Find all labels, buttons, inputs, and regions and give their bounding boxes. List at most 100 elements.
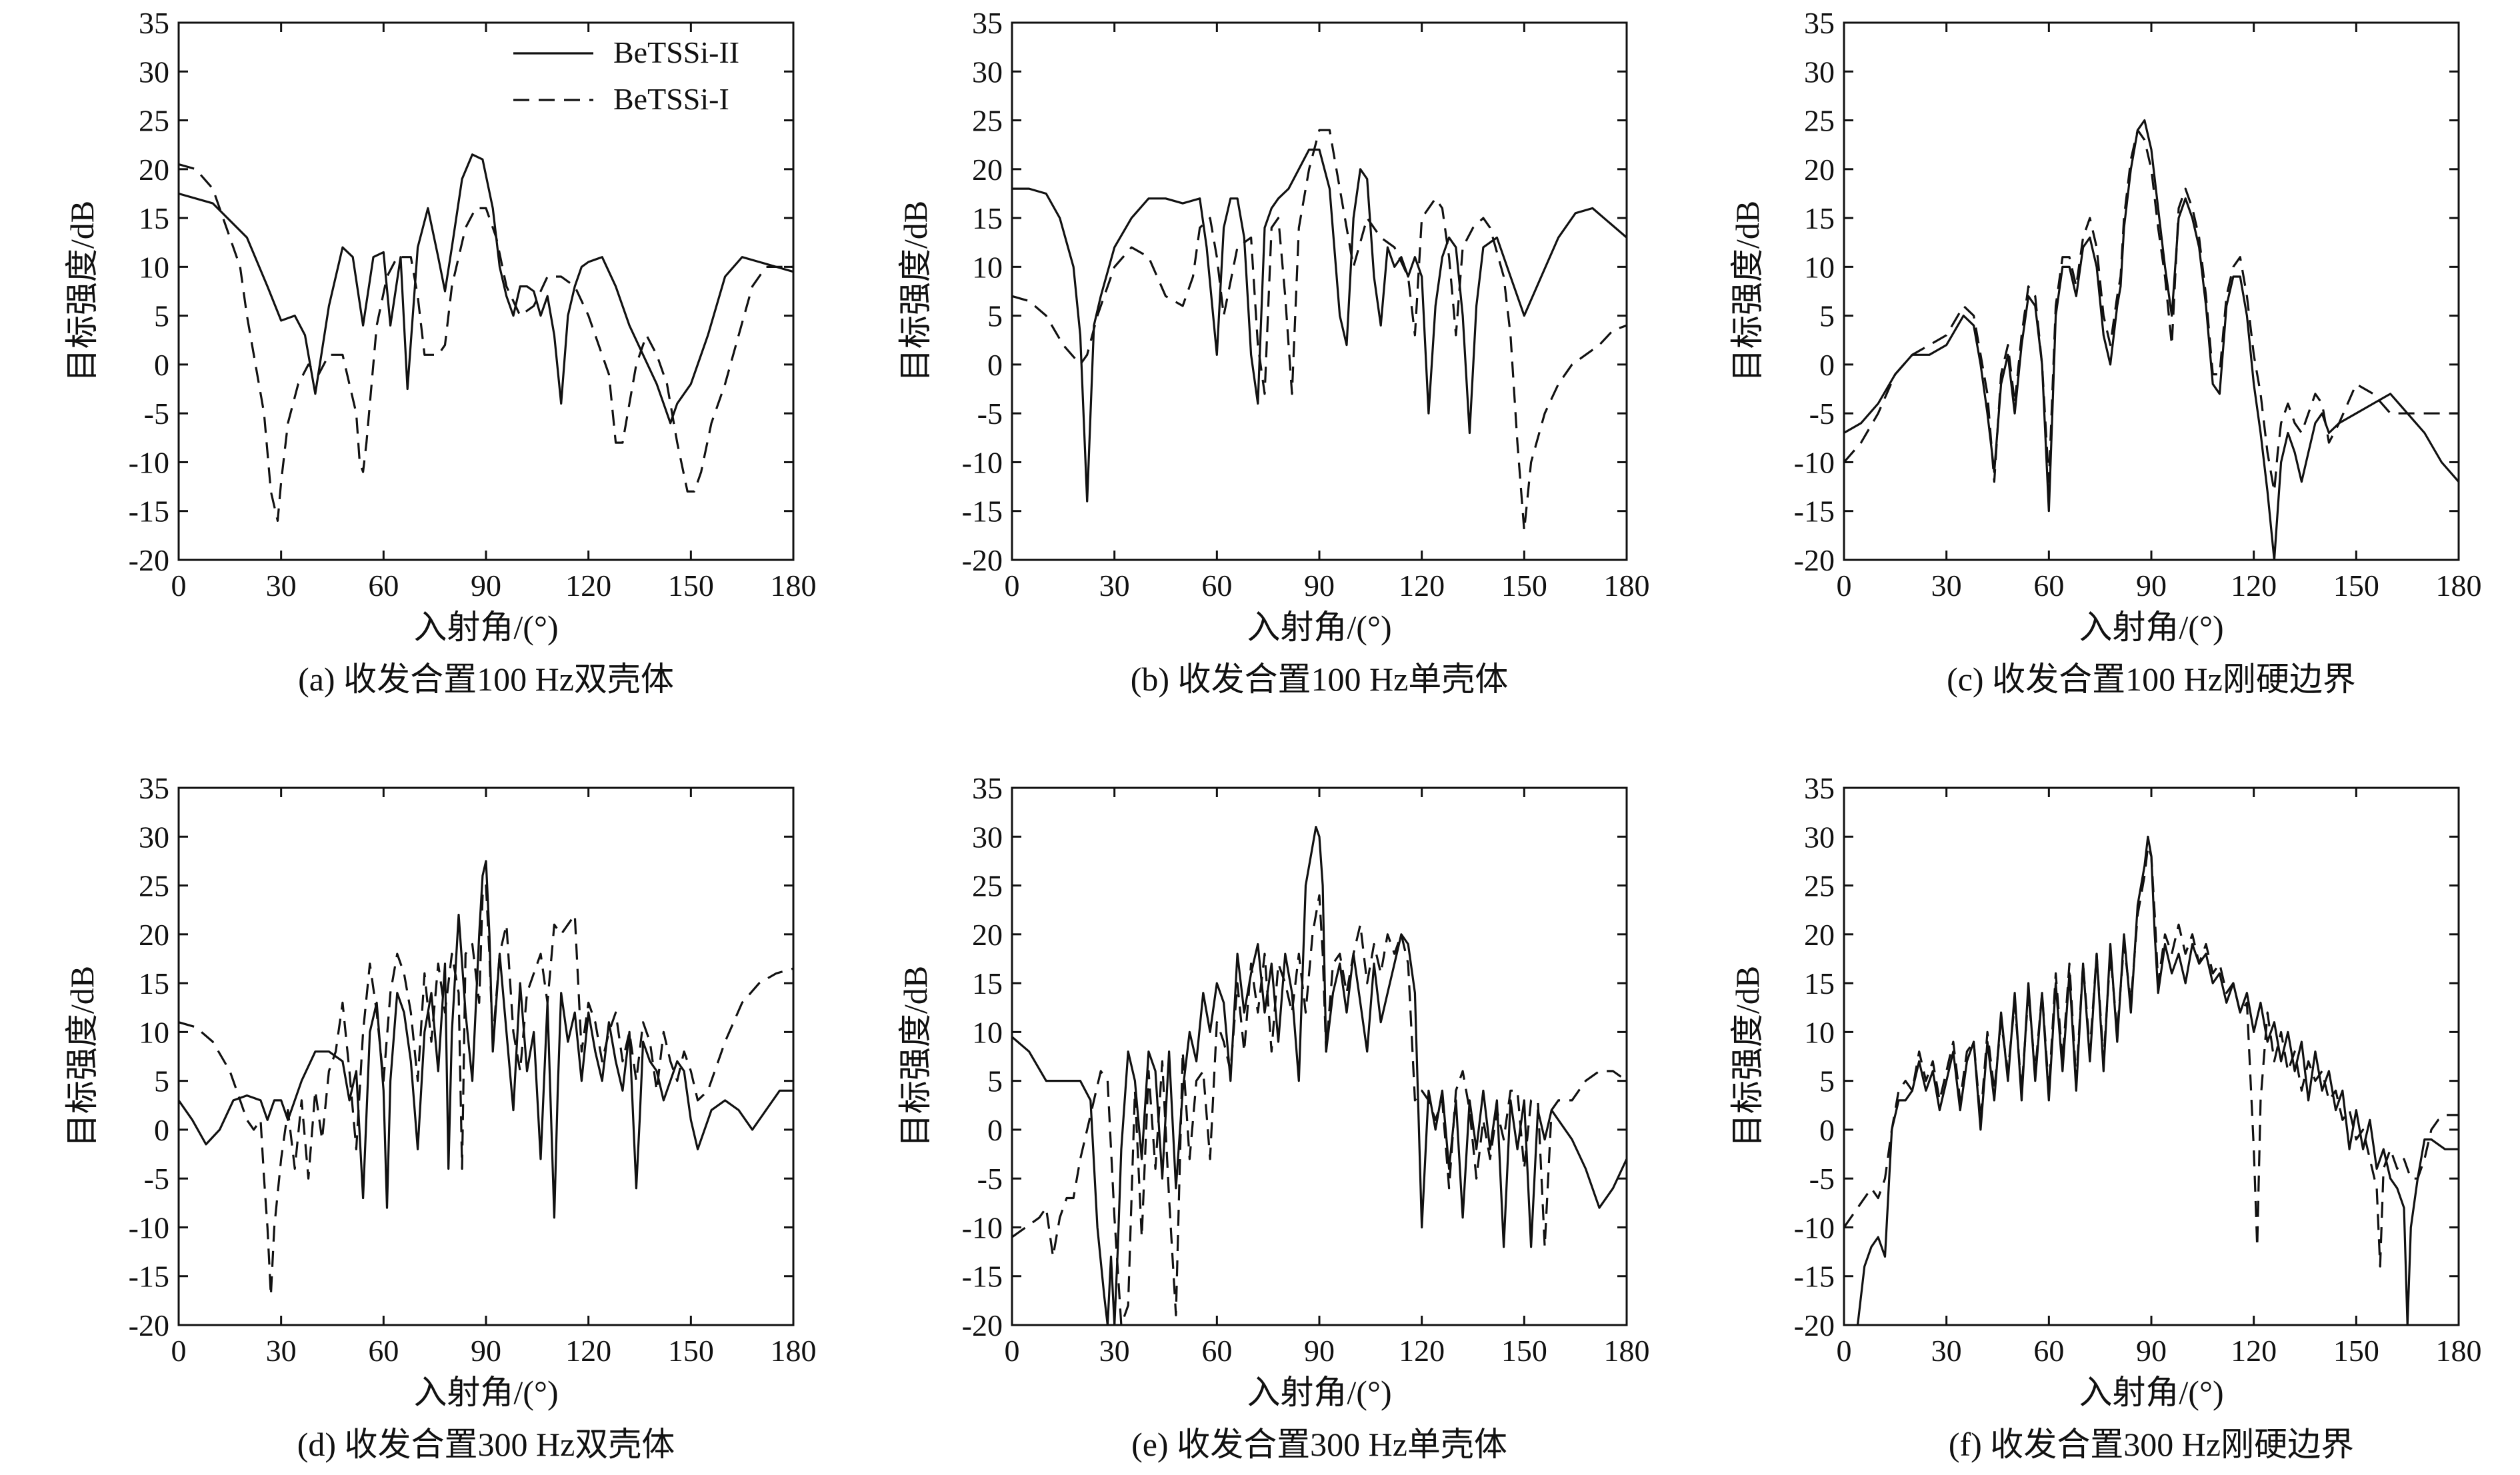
y-tick-label: 20 xyxy=(1804,918,1835,952)
y-tick-label: 30 xyxy=(1804,820,1835,854)
y-tick-label: -5 xyxy=(1809,1162,1835,1196)
y-tick-label: 10 xyxy=(1804,250,1835,284)
y-tick-label: 25 xyxy=(972,104,1003,138)
y-tick-label: 35 xyxy=(1804,771,1835,805)
y-tick-label: 25 xyxy=(139,104,169,138)
y-tick-label: 25 xyxy=(1804,869,1835,903)
y-tick-label: 10 xyxy=(139,1015,169,1049)
y-tick-label: 5 xyxy=(1819,299,1835,333)
y-tick-label: 0 xyxy=(1819,1113,1835,1147)
y-tick-label: -15 xyxy=(962,495,1003,529)
y-tick-label: 15 xyxy=(1804,201,1835,235)
x-axis-label: 入射角/(°) xyxy=(413,1374,558,1411)
y-tick-label: -20 xyxy=(962,543,1003,577)
y-tick-label: -5 xyxy=(144,397,169,431)
x-tick-label: 60 xyxy=(1201,569,1232,603)
y-tick-label: 5 xyxy=(987,299,1003,333)
x-axis-label: 入射角/(°) xyxy=(2079,1374,2223,1411)
y-tick-label: 0 xyxy=(1819,348,1835,382)
x-tick-label: 30 xyxy=(1099,569,1130,603)
y-tick-label: -5 xyxy=(977,397,1003,431)
y-tick-label: -10 xyxy=(1794,1210,1835,1244)
x-tick-label: 180 xyxy=(1604,1334,1650,1368)
y-tick-label: 10 xyxy=(139,250,169,284)
y-axis-label: 目标强度/dB xyxy=(63,966,101,1147)
series-line-betssi-ii xyxy=(179,153,793,425)
x-axis-label: 入射角/(°) xyxy=(1247,609,1391,646)
x-tick-label: 0 xyxy=(1005,569,1020,603)
x-tick-label: 60 xyxy=(1201,1334,1232,1368)
x-tick-label: 30 xyxy=(1931,569,1962,603)
y-tick-label: 35 xyxy=(1804,6,1835,40)
series-line-betssi-i xyxy=(179,163,793,523)
y-axis-label: 目标强度/dB xyxy=(897,966,934,1147)
y-tick-label: 35 xyxy=(139,6,169,40)
y-tick-label: 25 xyxy=(1804,104,1835,138)
series-line-betssi-ii xyxy=(1012,148,1627,503)
panel-caption: (d) 收发合置300 Hz双壳体 xyxy=(297,1426,675,1463)
y-tick-label: -10 xyxy=(129,1210,169,1244)
x-tick-label: 180 xyxy=(2436,1334,2482,1368)
x-tick-label: 120 xyxy=(2231,1334,2277,1368)
series-line-betssi-i xyxy=(1844,845,2459,1268)
series-line-betssi-ii xyxy=(179,860,793,1219)
y-tick-label: -5 xyxy=(977,1162,1003,1196)
y-tick-label: 0 xyxy=(987,1113,1003,1147)
x-tick-label: 60 xyxy=(2033,569,2064,603)
y-tick-label: 25 xyxy=(139,869,169,903)
legend-label: BeTSSi-I xyxy=(613,82,729,116)
y-tick-label: -10 xyxy=(1794,445,1835,479)
y-tick-label: 0 xyxy=(987,348,1003,382)
y-tick-label: 15 xyxy=(139,966,169,1000)
y-tick-label: -15 xyxy=(1794,495,1835,529)
y-tick-label: -15 xyxy=(1794,1260,1835,1294)
x-tick-label: 30 xyxy=(266,569,297,603)
series-line-betssi-i xyxy=(179,884,793,1297)
y-tick-label: 35 xyxy=(139,771,169,805)
y-tick-label: 10 xyxy=(972,250,1003,284)
x-tick-label: 60 xyxy=(2033,1334,2064,1368)
series-line-betssi-i xyxy=(1012,129,1627,532)
plot-frame xyxy=(1011,786,1628,1326)
x-tick-label: 150 xyxy=(2333,1334,2379,1368)
y-tick-label: -20 xyxy=(129,1308,169,1342)
y-tick-label: -10 xyxy=(962,445,1003,479)
y-tick-label: 10 xyxy=(1804,1015,1835,1049)
panel-caption: (a) 收发合置100 Hz双壳体 xyxy=(298,661,674,698)
x-tick-label: 90 xyxy=(2136,569,2167,603)
y-tick-label: 30 xyxy=(1804,55,1835,89)
series-line-betssi-i xyxy=(1012,894,1627,1325)
y-tick-label: 30 xyxy=(972,820,1003,854)
y-tick-label: 5 xyxy=(987,1064,1003,1098)
panel-caption: (f) 收发合置300 Hz刚硬边界 xyxy=(1949,1426,2354,1463)
chart-panel-2: 0 30 60 90 120 150 180 35 30 25 20 15 10 5 0 -5 -10 -15 -2… xyxy=(1729,6,2482,698)
x-tick-label: 120 xyxy=(565,569,611,603)
y-tick-label: -15 xyxy=(962,1260,1003,1294)
chart-panel-4: 0 30 60 90 120 150 180 35 30 25 20 15 10 5 0 -5 -10 -15 -2… xyxy=(897,771,1650,1463)
y-tick-label: 5 xyxy=(154,299,169,333)
y-tick-label: 0 xyxy=(154,348,169,382)
y-axis-label: 目标强度/dB xyxy=(1729,201,1766,382)
y-tick-label: 30 xyxy=(972,55,1003,89)
x-tick-label: 150 xyxy=(2333,569,2379,603)
x-tick-label: 30 xyxy=(266,1334,297,1368)
y-axis-label: 目标强度/dB xyxy=(1729,966,1766,1147)
x-tick-label: 120 xyxy=(565,1334,611,1368)
x-tick-label: 60 xyxy=(368,1334,399,1368)
y-tick-label: 10 xyxy=(972,1015,1003,1049)
x-tick-label: 180 xyxy=(2436,569,2482,603)
y-tick-label: -20 xyxy=(129,543,169,577)
chart-panel-5: 0 30 60 90 120 150 180 35 30 25 20 15 10 5 0 -5 -10 -15 -2… xyxy=(1729,771,2482,1463)
y-tick-label: 0 xyxy=(154,1113,169,1147)
x-tick-label: 90 xyxy=(1304,569,1335,603)
y-tick-label: 20 xyxy=(139,918,169,952)
x-tick-label: 30 xyxy=(1931,1334,1962,1368)
y-tick-label: 35 xyxy=(972,771,1003,805)
y-tick-label: -15 xyxy=(129,495,169,529)
x-tick-label: 0 xyxy=(1837,569,1852,603)
y-tick-label: -5 xyxy=(144,1162,169,1196)
y-tick-label: 5 xyxy=(1819,1064,1835,1098)
y-tick-label: 20 xyxy=(972,153,1003,187)
y-tick-label: 15 xyxy=(1804,966,1835,1000)
